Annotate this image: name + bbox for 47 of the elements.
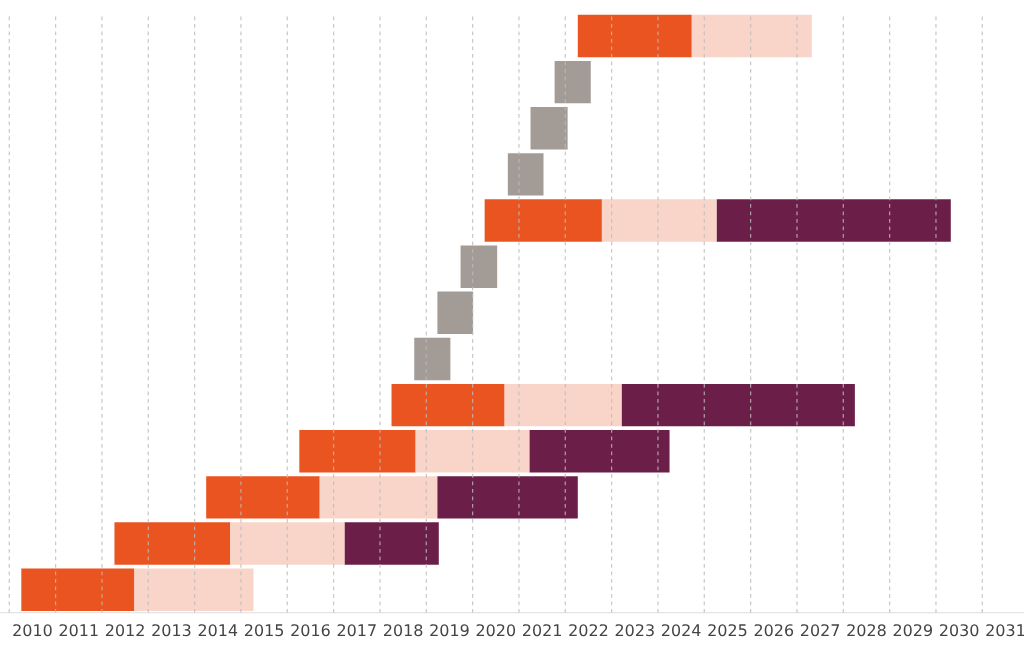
x-tick-label: 2022 [569,624,608,637]
bar [319,476,438,519]
bar [577,14,692,58]
x-tick-label: 2020 [476,624,516,637]
x-tick-label: 2011 [59,624,98,637]
bar [529,430,670,473]
x-tick-label: 2010 [13,624,52,637]
bar [691,14,812,58]
bar [460,245,498,288]
x-tick-label: 2023 [615,624,654,637]
bar [114,522,231,565]
x-tick-label: 2019 [430,624,469,637]
x-tick-label: 2031 [986,624,1024,637]
bar [621,383,855,427]
bar [530,107,568,150]
bar [391,383,505,427]
x-tick-label: 2013 [152,624,191,637]
x-tick-label: 2018 [383,624,423,637]
x-tick-label: 2014 [198,624,238,637]
x-tick-label: 2028 [847,624,886,637]
bar [414,337,451,381]
x-tick-label: 2017 [337,624,376,637]
bar [344,522,439,565]
x-tick-label: 2025 [708,624,747,637]
bar [206,476,320,519]
bar [415,430,530,473]
x-tick-label: 2026 [754,624,794,637]
bar [507,153,544,196]
bar [504,383,622,427]
bar [554,60,591,104]
x-tick-label: 2012 [105,624,144,637]
bar [299,430,416,473]
bar [716,199,951,242]
bar [484,199,602,242]
x-tick-label: 2016 [291,624,330,637]
bar [21,568,135,611]
x-tick-label: 2021 [522,624,561,637]
x-tick-label: 2015 [244,624,284,637]
x-tick-label: 2027 [800,624,840,637]
x-tick-label: 2030 [939,624,979,637]
bar [601,199,717,242]
bar [134,568,254,611]
x-tick-label: 2029 [893,624,932,637]
bar [437,291,474,335]
x-tick-label: 2024 [661,624,701,637]
bar [437,476,578,519]
bar [230,522,345,565]
